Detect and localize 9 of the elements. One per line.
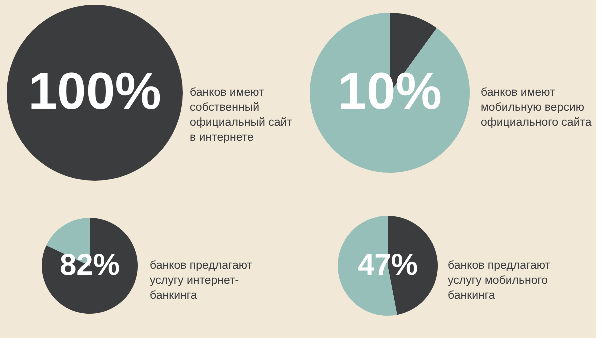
pie-slice xyxy=(42,218,138,314)
data-label: 82% xyxy=(60,249,120,282)
text: банков предлагают услугу интернет- банкинга xyxy=(150,260,254,302)
text: банков имеют мобильную версию официального сайта xyxy=(481,87,592,129)
text: банков имеют собственный официальный сайт в интернете xyxy=(190,87,294,144)
data-label: 100% xyxy=(28,63,162,121)
text: банков предлагают услугу мобильного банкинга xyxy=(448,260,552,302)
pie-slice xyxy=(310,13,470,173)
data-label: 10% xyxy=(338,63,442,121)
